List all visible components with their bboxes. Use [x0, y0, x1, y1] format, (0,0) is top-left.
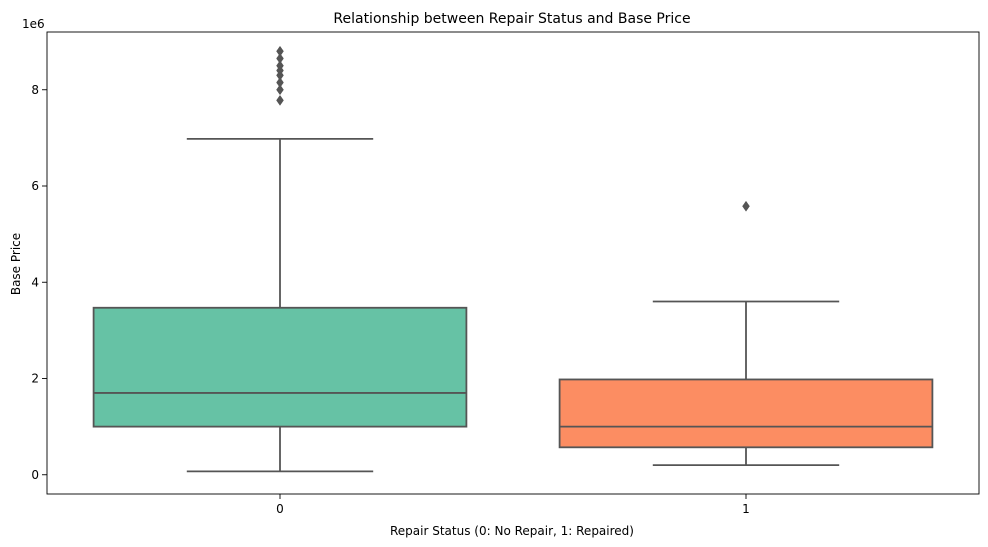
x-tick-label: 1 — [742, 502, 750, 516]
box-iqr — [558, 378, 934, 449]
chart-title: Relationship between Repair Status and B… — [333, 11, 690, 27]
box-iqr — [92, 306, 468, 428]
y-axis-scale-label: 1e6 — [22, 17, 45, 31]
y-tick-label: 0 — [31, 468, 39, 482]
box-group-0: 0 — [92, 45, 468, 516]
x-tick-label: 0 — [276, 502, 284, 516]
outlier-point — [276, 84, 284, 96]
outlier-point — [276, 53, 284, 64]
y-tick-label: 6 — [31, 179, 39, 193]
outlier-point — [276, 94, 284, 106]
plot-area: 0 2 4 6 8 0 1 — [31, 45, 934, 516]
y-tick-label: 2 — [31, 372, 39, 386]
outlier-point — [276, 60, 284, 72]
x-axis-label: Repair Status (0: No Repair, 1: Repaired… — [390, 524, 634, 538]
box-group-1: 1 — [558, 200, 934, 516]
outlier-point — [276, 45, 284, 57]
outlier-point — [742, 200, 750, 212]
outlier-point — [276, 77, 284, 88]
axes-frame — [46, 31, 980, 495]
y-tick-label: 4 — [31, 275, 39, 289]
y-axis-label: Base Price — [9, 233, 23, 295]
y-tick-label: 8 — [31, 83, 39, 97]
